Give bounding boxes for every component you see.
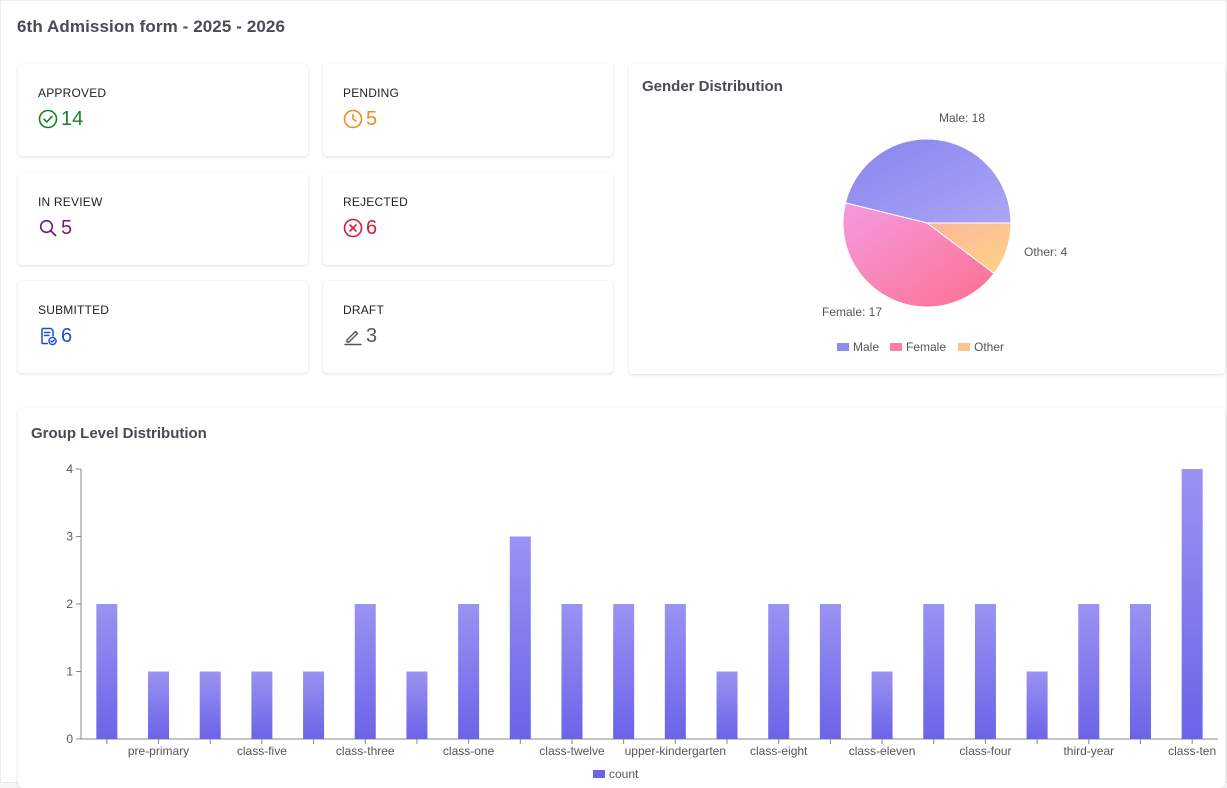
stat-label: IN REVIEW <box>38 195 103 209</box>
stat-label: APPROVED <box>38 86 107 100</box>
x-tick-label: class-five <box>237 744 287 758</box>
gender-distribution-card: Gender Distribution Male: 18 Female: 17 Ot… <box>629 64 1225 374</box>
x-tick-label: class-eleven <box>849 744 916 758</box>
pie-legend-item[interactable]: Female <box>906 340 946 354</box>
pencil-icon <box>343 326 363 346</box>
stat-card-in-review[interactable]: IN REVIEW 5 <box>18 173 308 265</box>
x-tick-label: class-one <box>443 744 495 758</box>
x-circle-icon <box>343 218 363 238</box>
page-title: 6th Admission form - 2025 - 2026 <box>17 17 286 36</box>
x-tick-label: class-twelve <box>539 744 605 758</box>
y-tick-label: 2 <box>66 597 73 611</box>
x-tick-label: upper-kindergarten <box>625 744 726 758</box>
bar-class-three[interactable] <box>354 604 376 739</box>
search-icon <box>38 218 58 238</box>
pie-slice-male[interactable] <box>844 138 1012 224</box>
bar-legend-item[interactable]: count <box>609 767 639 781</box>
gender-pie-chart: Male: 18 Female: 17 Other: 4 Male Female Othe… <box>822 111 1068 354</box>
bar-fifth-year[interactable] <box>1129 604 1151 739</box>
bar-class-four[interactable] <box>974 604 996 739</box>
x-tick-label: class-three <box>336 744 395 758</box>
x-tick-label: third-year <box>1063 744 1114 758</box>
pie-slice-other[interactable] <box>925 222 1012 275</box>
x-tick-label: pre-primary <box>128 744 189 758</box>
bar-second-year[interactable] <box>923 604 945 739</box>
bar-class-two[interactable] <box>303 671 325 740</box>
bar-class-six[interactable] <box>613 604 635 739</box>
x-tick-label: class-ten <box>1168 744 1216 758</box>
pie-slice-label: Male: 18 <box>939 111 985 125</box>
group-bar-chart: 0 1 2 3 4 pre-primary class-five class-three cla… <box>66 462 1218 781</box>
bar-class-five[interactable] <box>251 671 273 740</box>
bar-class-ten[interactable] <box>1181 469 1203 739</box>
pie-slice-label: Female: 17 <box>822 305 882 319</box>
bar-nursery[interactable] <box>716 671 738 740</box>
bar-upper-kindergarten[interactable] <box>664 604 686 739</box>
stat-label: SUBMITTED <box>38 303 110 317</box>
pie-slice-female[interactable] <box>842 202 995 308</box>
stat-value: 3 <box>366 325 378 347</box>
y-tick-label: 1 <box>66 665 73 679</box>
stat-label: PENDING <box>343 86 400 100</box>
bar-fourth-year[interactable] <box>1026 671 1048 740</box>
stat-label: DRAFT <box>343 303 384 317</box>
stat-value: 6 <box>61 325 73 347</box>
legend-swatch <box>958 343 970 351</box>
group-chart-title: Group Level Distribution <box>31 425 207 442</box>
bar-class-seven[interactable] <box>406 671 428 740</box>
bar-first-year[interactable] <box>819 604 841 739</box>
bar-class-twelve[interactable] <box>561 604 583 739</box>
stat-value: 5 <box>366 108 378 130</box>
bar-class-eleven[interactable] <box>871 671 893 740</box>
pie-legend-item[interactable]: Male <box>853 340 879 354</box>
legend-swatch <box>593 770 605 778</box>
bar-third-year[interactable] <box>1078 604 1100 739</box>
stat-value: 14 <box>61 108 84 130</box>
clock-icon <box>343 109 363 129</box>
stat-value: 5 <box>61 217 73 239</box>
x-tick-label: class-eight <box>750 744 808 758</box>
x-tick-label: class-four <box>959 744 1011 758</box>
stat-card-rejected[interactable]: REJECTED 6 <box>323 173 613 265</box>
pie-legend-item[interactable]: Other <box>974 340 1004 354</box>
gender-chart-title: Gender Distribution <box>642 78 783 95</box>
pie-slice-label: Other: 4 <box>1024 245 1068 259</box>
bar-lower-kindergarten[interactable] <box>199 671 221 740</box>
legend-swatch <box>890 343 902 351</box>
group-level-card: Group Level Distribution 0 1 2 3 4 pre-primar… <box>18 408 1225 788</box>
legend-swatch <box>837 343 849 351</box>
check-circle-icon <box>38 109 58 129</box>
bar-pre-primary[interactable] <box>148 671 170 740</box>
document-check-icon <box>38 326 58 346</box>
stat-card-approved[interactable]: APPROVED 14 <box>18 64 308 156</box>
y-tick-label: 3 <box>66 530 73 544</box>
bar-class-eight[interactable] <box>768 604 790 739</box>
stat-card-submitted[interactable]: SUBMITTED 6 <box>18 281 308 373</box>
bar-class-one[interactable] <box>458 604 480 739</box>
bar-pre-nursery[interactable] <box>96 604 118 739</box>
bar-class-nine[interactable] <box>509 536 531 740</box>
y-tick-label: 0 <box>66 732 73 746</box>
stat-card-pending[interactable]: PENDING 5 <box>323 64 613 156</box>
y-tick-label: 4 <box>66 462 73 476</box>
stat-value: 6 <box>366 217 378 239</box>
stat-card-draft[interactable]: DRAFT 3 <box>323 281 613 373</box>
stat-label: REJECTED <box>343 195 408 209</box>
